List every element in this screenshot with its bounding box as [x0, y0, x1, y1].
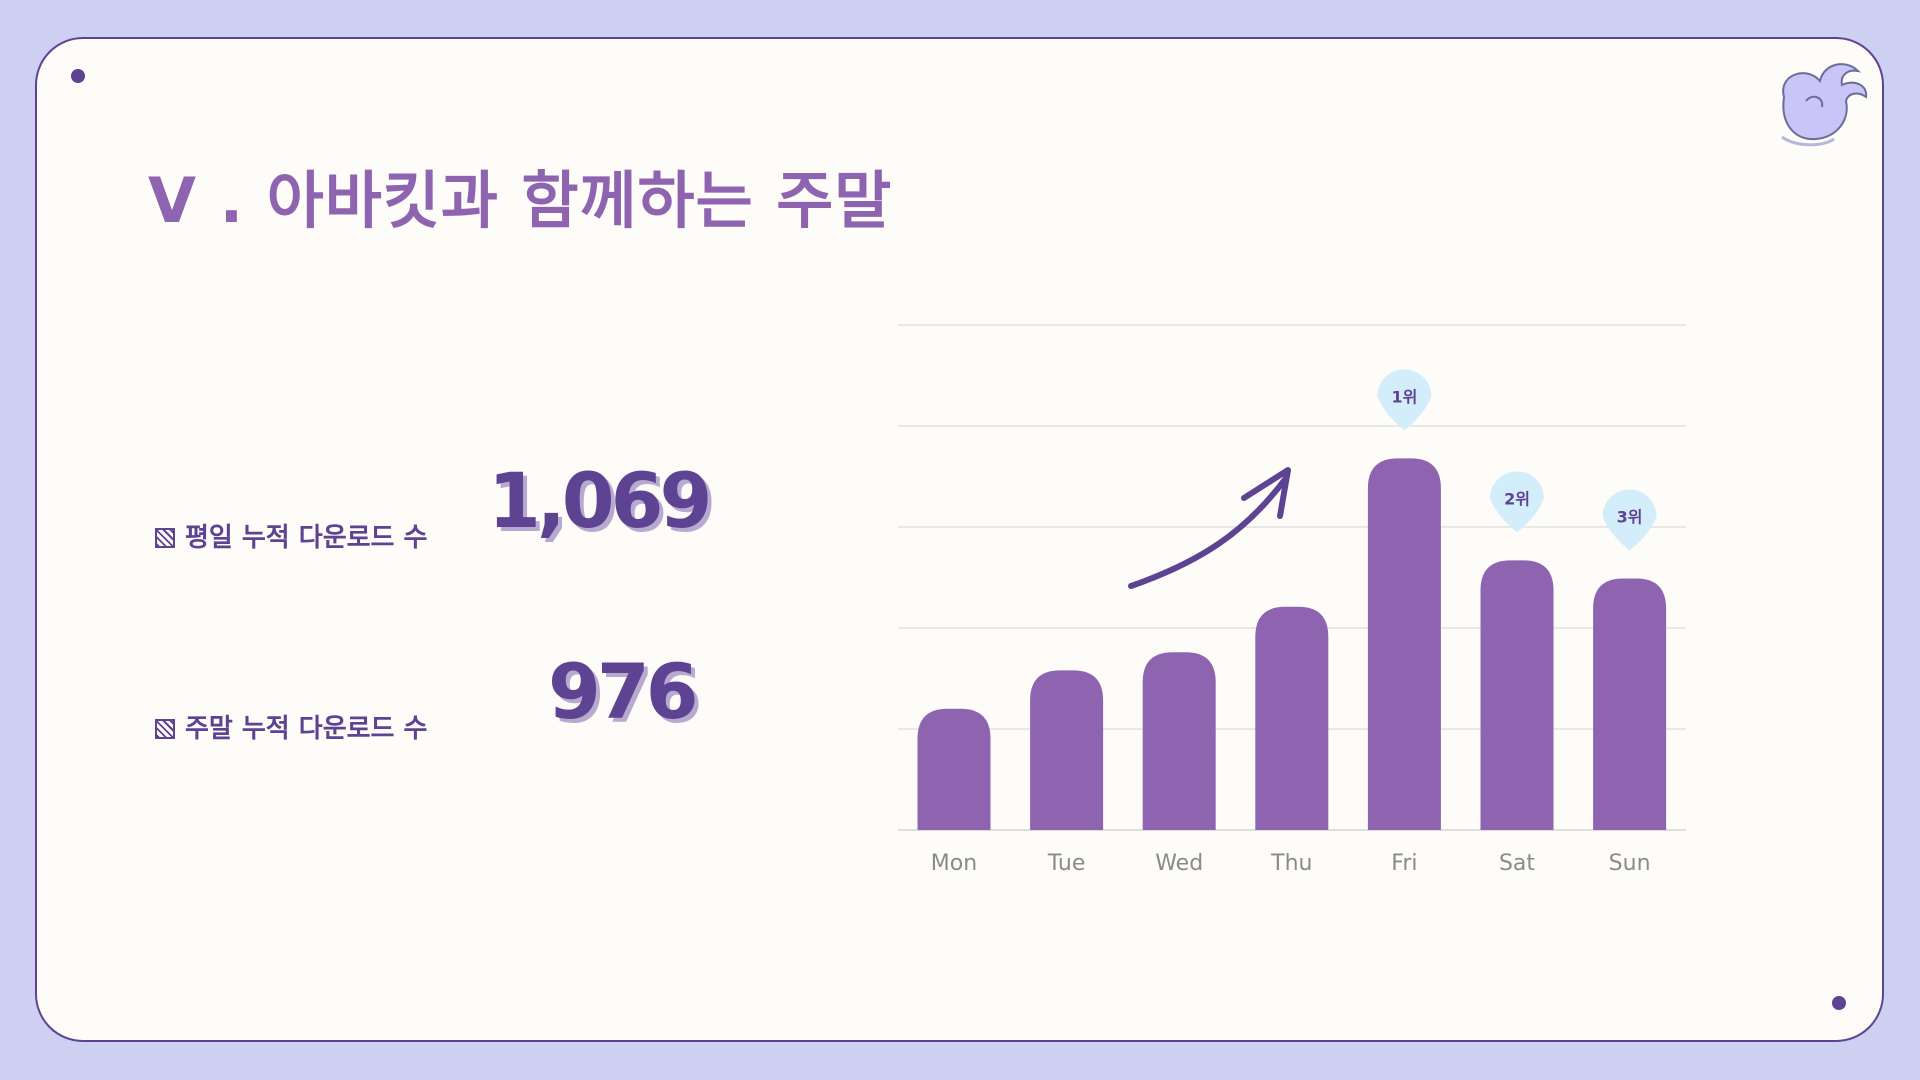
rank-badge-sat: 2위 — [1490, 471, 1544, 533]
hatch-square-icon — [155, 528, 175, 548]
bar-sat — [1480, 560, 1554, 830]
x-tick-label: Sun — [1609, 851, 1651, 876]
x-tick-label: Mon — [931, 851, 977, 876]
x-tick-label: Wed — [1155, 851, 1203, 876]
weekend-downloads-label: 주말 누적 다운로드 수 — [155, 708, 427, 745]
rank-badge-sun: 3위 — [1602, 489, 1657, 551]
bar-fri — [1367, 458, 1441, 830]
rank-badge-label: 2위 — [1504, 489, 1530, 508]
rank-badge-label: 1위 — [1391, 387, 1417, 406]
downloads-bar-chart: Mon Tue Wed Thu Fri Sat Sun 1위 2위 3위 — [898, 324, 1686, 876]
bar-mon — [917, 708, 991, 830]
page-title: V . 아바킷과 함께하는 주말 — [148, 164, 893, 237]
slide-card — [35, 37, 1884, 1042]
swirl-logo-icon — [1781, 63, 1868, 147]
weekday-downloads-label: 평일 누적 다운로드 수 — [155, 517, 427, 554]
trend-up-arrow-icon — [1128, 467, 1291, 589]
bar-tue — [1030, 670, 1104, 830]
bar-sun — [1593, 578, 1667, 830]
weekday-downloads-value: 1,069 — [488, 456, 712, 545]
corner-dot-top-left — [71, 69, 85, 83]
bar-wed — [1142, 652, 1216, 830]
weekend-downloads-value: 976 — [548, 647, 699, 736]
rank-badge-fri: 1위 — [1377, 369, 1432, 431]
x-tick-label: Fri — [1391, 851, 1417, 876]
hatch-square-icon — [155, 719, 175, 739]
x-tick-label: Tue — [1047, 851, 1086, 876]
x-tick-label: Sat — [1499, 851, 1535, 876]
bar-thu — [1255, 606, 1329, 830]
corner-dot-bottom-right — [1832, 996, 1846, 1010]
x-tick-label: Thu — [1270, 851, 1312, 876]
rank-badge-label: 3위 — [1617, 508, 1643, 527]
